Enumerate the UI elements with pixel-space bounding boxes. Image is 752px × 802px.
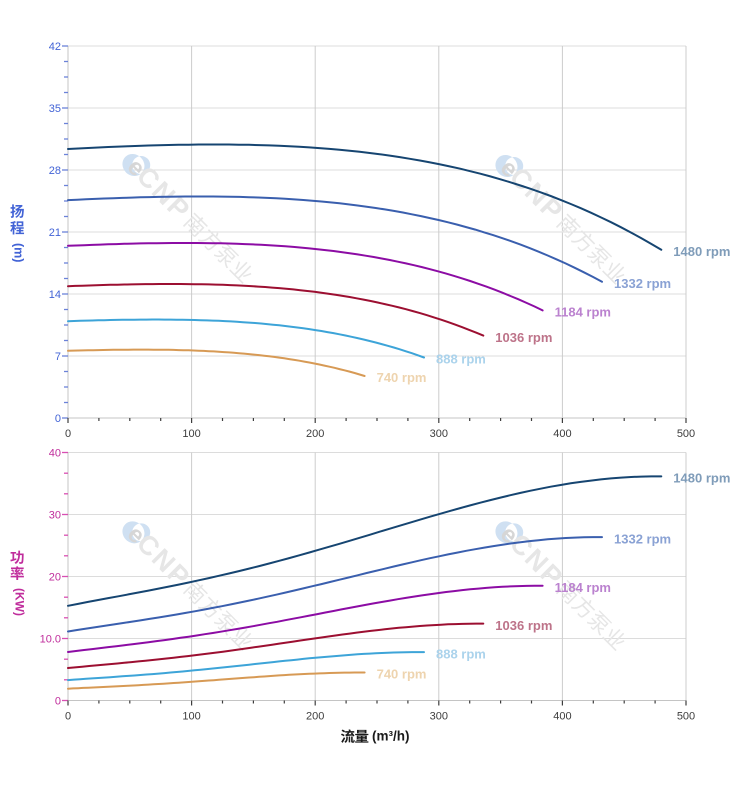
svg-text:20: 20 [49, 572, 61, 584]
svg-text:200: 200 [306, 711, 324, 723]
svg-text:400: 400 [553, 428, 571, 440]
svg-text:1332 rpm: 1332 rpm [614, 531, 671, 546]
svg-text:1184 rpm: 1184 rpm [555, 305, 611, 320]
svg-text:1480 rpm: 1480 rpm [673, 471, 730, 486]
svg-text:(m³/h): (m³/h) [372, 729, 410, 744]
svg-text:888 rpm: 888 rpm [436, 352, 486, 367]
svg-text:0: 0 [55, 696, 61, 708]
svg-text:100: 100 [182, 711, 200, 723]
svg-text:0: 0 [65, 428, 71, 440]
svg-text:42: 42 [49, 41, 61, 53]
svg-text:35: 35 [49, 103, 61, 115]
svg-text:500: 500 [677, 711, 695, 723]
svg-text:400: 400 [553, 711, 571, 723]
svg-text:(KW): (KW) [13, 588, 27, 616]
svg-text:300: 300 [430, 711, 448, 723]
svg-text:1184 rpm: 1184 rpm [555, 580, 611, 595]
svg-text:30: 30 [49, 510, 61, 522]
svg-text:10.0: 10.0 [40, 634, 61, 646]
svg-text:888 rpm: 888 rpm [436, 646, 486, 661]
svg-text:14: 14 [49, 289, 61, 301]
svg-text:740 rpm: 740 rpm [377, 370, 427, 385]
svg-text:1036 rpm: 1036 rpm [495, 330, 552, 345]
svg-text:(m): (m) [12, 243, 26, 262]
svg-text:0: 0 [65, 711, 71, 723]
svg-text:500: 500 [677, 428, 695, 440]
svg-text:740 rpm: 740 rpm [377, 667, 427, 682]
svg-text:0: 0 [55, 413, 61, 425]
svg-text:7: 7 [55, 351, 61, 363]
svg-text:1480 rpm: 1480 rpm [673, 244, 730, 259]
svg-text:200: 200 [306, 428, 324, 440]
svg-text:300: 300 [430, 428, 448, 440]
svg-text:21: 21 [49, 227, 61, 239]
svg-text:1332 rpm: 1332 rpm [614, 276, 671, 291]
svg-text:40: 40 [49, 448, 61, 460]
svg-text:100: 100 [182, 428, 200, 440]
svg-text:28: 28 [49, 165, 61, 177]
svg-text:1036 rpm: 1036 rpm [495, 618, 552, 633]
